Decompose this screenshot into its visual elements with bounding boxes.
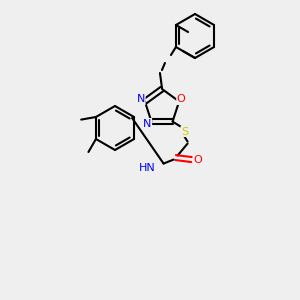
Text: N: N	[143, 118, 152, 129]
Text: HN: HN	[139, 163, 156, 172]
Text: S: S	[181, 127, 188, 136]
Text: O: O	[177, 94, 185, 104]
Text: O: O	[193, 154, 202, 165]
Text: N: N	[137, 94, 145, 104]
